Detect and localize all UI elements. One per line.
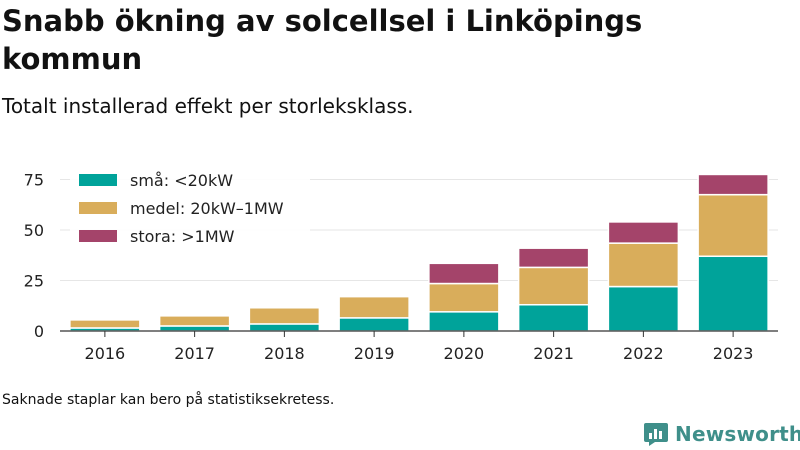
x-tick-label: 2017 xyxy=(174,344,215,363)
axes: 0 25 50 75 2016 2017 2018 2019 2020 2021 2022 2023 xyxy=(24,171,778,363)
bar-segment xyxy=(248,307,321,325)
x-tick-label: 2016 xyxy=(85,344,126,363)
brand-name: Newsworthy xyxy=(675,422,800,446)
bar-segment xyxy=(69,319,141,329)
legend: små: <20kW medel: 20kW–1MW stora: >1MW xyxy=(70,165,310,250)
legend-label: små: <20kW xyxy=(130,171,233,190)
y-tick-label: 0 xyxy=(34,322,44,341)
legend-label: medel: 20kW–1MW xyxy=(130,199,284,218)
x-tick-label: 2022 xyxy=(623,344,664,363)
y-tick-label: 75 xyxy=(24,171,44,190)
bar-segment xyxy=(517,266,590,306)
bar-segment xyxy=(607,285,680,332)
legend-label: stora: >1MW xyxy=(130,227,235,246)
x-tick-label: 2023 xyxy=(713,344,754,363)
legend-swatch xyxy=(79,202,117,214)
bar-segment xyxy=(697,255,769,332)
bar-segment xyxy=(338,317,410,332)
x-tick-label: 2021 xyxy=(533,344,574,363)
x-tick-label: 2019 xyxy=(354,344,395,363)
bar-segment xyxy=(428,262,500,285)
newsworthy-logo-icon xyxy=(644,423,668,446)
legend-swatch xyxy=(79,174,117,186)
bar-segment xyxy=(697,193,769,258)
brand-logo-link[interactable]: Newsworthy xyxy=(643,420,800,448)
bar-segment xyxy=(248,323,321,332)
x-tick-label: 2020 xyxy=(444,344,485,363)
bar-segment xyxy=(607,221,680,244)
footnote: Saknade staplar kan bero på statistiksek… xyxy=(2,392,335,408)
bar-segment xyxy=(428,311,500,332)
bar-group xyxy=(69,173,769,332)
bar-segment xyxy=(517,247,590,269)
bar-segment xyxy=(338,295,410,319)
bar-segment xyxy=(158,325,231,332)
bar-segment xyxy=(428,282,500,313)
bar-segment xyxy=(607,242,680,288)
chart-title: Snabb ökning av solcellsel i Linköpings … xyxy=(2,4,643,76)
bar-segment xyxy=(697,173,769,196)
y-tick-label: 25 xyxy=(24,272,44,291)
y-tick-label: 50 xyxy=(24,221,44,240)
legend-swatch xyxy=(79,230,117,242)
bar-segment xyxy=(517,303,590,332)
chart-subtitle: Totalt installerad effekt per storlekskl… xyxy=(2,94,414,118)
bar-segment xyxy=(158,315,231,327)
x-tick-label: 2018 xyxy=(264,344,305,363)
